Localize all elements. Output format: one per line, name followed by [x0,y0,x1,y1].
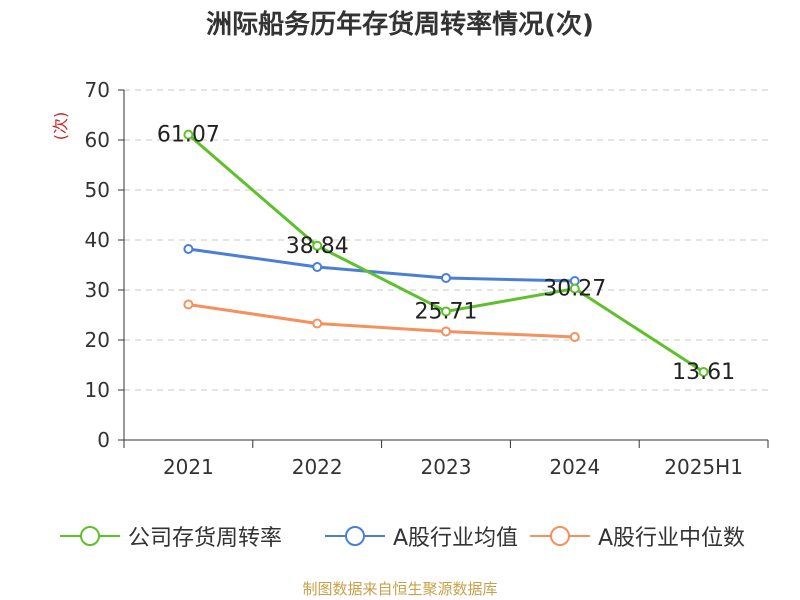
legend-label-industry-mean: A股行业均值 [393,526,519,551]
axes: 0 10 20 30 40 50 60 70 2021 2022 2023 2024 2025H1 (次) [51,78,769,479]
y-tick-label: 30 [85,278,110,302]
y-tick-label: 50 [85,178,110,202]
x-tick-label: 2021 [163,455,214,479]
legend-item-industry-median[interactable]: A股行业中位数 [530,518,745,554]
data-label: 61.07 [157,123,220,148]
data-point-2[interactable] [569,332,580,342]
grid-lines [124,89,768,391]
source-note: 制图数据来自恒生聚源数据库 [302,580,498,598]
y-tick-label: 70 [85,78,110,102]
data-point-0[interactable] [569,283,580,294]
series-line-2 [188,303,575,339]
data-point-2[interactable] [441,326,451,337]
y-tick-label: 20 [85,328,110,352]
x-tick-label: 2024 [549,455,600,479]
data-label: 25.71 [415,299,478,324]
y-tick-label: 60 [85,128,110,152]
legend-label-industry-median: A股行业中位数 [598,526,746,551]
legend-label-company: 公司存货周转率 [128,526,283,551]
y-tick-label: 10 [85,378,110,402]
y-tick-label: 40 [85,228,110,252]
data-labels: 61.07 38.84 25.71 30.27 13.61 [157,123,735,385]
legend-marker-company [60,526,120,546]
data-point-1[interactable] [312,262,323,272]
legend-marker-industry-median [530,526,590,546]
legend-marker-industry-mean [325,526,385,546]
y-tick-label: 0 [97,428,110,452]
data-point-1[interactable] [183,244,194,254]
data-label: 13.61 [672,360,735,385]
data-point-0[interactable] [698,366,709,377]
series-line-1 [188,247,575,283]
data-point-2[interactable] [183,299,194,310]
x-tick-label: 2023 [421,455,472,479]
data-label: 30.27 [543,277,606,302]
y-axis-label: (次) [51,112,70,141]
legend-item-company[interactable]: 公司存货周转率 [60,518,282,554]
legend: 公司存货周转率 A股行业均值 A股行业中位数 [0,518,800,554]
series-lines [183,129,709,377]
data-label: 38.84 [286,234,349,259]
legend-item-industry-mean[interactable]: A股行业均值 [325,518,518,554]
x-tick-label: 2022 [292,455,343,479]
x-tick-label: 2025H1 [664,455,743,479]
data-point-0[interactable] [441,306,451,317]
data-point-0[interactable] [183,129,194,140]
data-point-1[interactable] [441,273,451,283]
data-point-0[interactable] [312,240,323,251]
chart-title: 洲际船务历年存货周转率情况(次) [206,10,594,40]
data-point-2[interactable] [312,318,323,329]
